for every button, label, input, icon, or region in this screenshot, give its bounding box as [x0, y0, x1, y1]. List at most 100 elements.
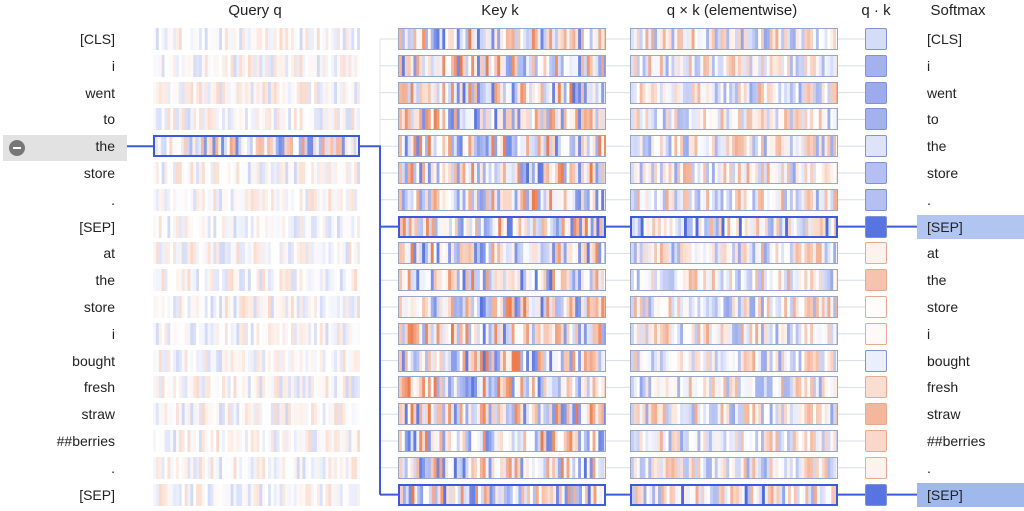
elementwise-product-vector: [630, 54, 838, 77]
key-vector: [398, 296, 606, 318]
elementwise-product-vector: [630, 242, 838, 265]
query-vector: [153, 28, 360, 50]
key-vector: [398, 456, 606, 479]
dot-product-score: [865, 269, 887, 292]
dot-product-score: [865, 135, 887, 158]
query-vector: [153, 403, 360, 426]
key-vector: [398, 135, 606, 158]
key-vector: [398, 322, 606, 345]
dot-product-score: [865, 162, 887, 184]
query-header: Query q: [228, 2, 282, 19]
key-vector: [398, 349, 606, 372]
key-vector: [398, 376, 606, 399]
key-vector: [398, 28, 606, 50]
key-token-label[interactable]: .: [927, 459, 931, 476]
elementwise-product-vector: [630, 349, 838, 372]
query-token-label[interactable]: the: [95, 272, 115, 289]
query-vector: [153, 483, 360, 506]
product-header: q × k (elementwise): [666, 2, 798, 19]
key-token-label[interactable]: bought: [927, 352, 970, 369]
query-token-label[interactable]: i: [111, 57, 115, 74]
key-token-label[interactable]: i: [927, 325, 931, 342]
softmax-weight: [917, 214, 1024, 239]
query-vector: [153, 242, 360, 265]
key-vector: [398, 108, 606, 131]
minus-circle-icon[interactable]: [9, 140, 25, 156]
dot-product-score: [865, 28, 887, 50]
softmax-weight: [917, 482, 1024, 507]
key-token-label[interactable]: [SEP]: [927, 218, 963, 235]
query-vector: [153, 269, 360, 292]
query-token-label[interactable]: fresh: [83, 379, 115, 396]
key-vector: [398, 242, 606, 265]
key-token-label[interactable]: straw: [927, 406, 961, 423]
query-vector: [153, 322, 360, 345]
elementwise-product-vector: [630, 376, 838, 399]
key-token-label[interactable]: [SEP]: [927, 486, 963, 503]
key-vector: [398, 483, 606, 506]
elementwise-product-vector: [630, 456, 838, 479]
elementwise-product-vector: [630, 269, 838, 292]
query-token-label[interactable]: [SEP]: [79, 486, 115, 503]
key-vector: [398, 162, 606, 184]
key-token-label[interactable]: store: [927, 299, 959, 315]
query-token-label[interactable]: .: [111, 191, 115, 208]
key-token-label[interactable]: store: [927, 165, 959, 181]
query-token-label[interactable]: [CLS]: [79, 31, 115, 47]
elementwise-product-vector: [630, 81, 838, 104]
dot-product-score: [865, 188, 887, 211]
dot-product-score: [865, 296, 887, 318]
query-vector: [153, 456, 360, 479]
key-token-label[interactable]: to: [927, 111, 939, 128]
key-vector: [398, 403, 606, 426]
key-vector: [398, 81, 606, 104]
query-token-label[interactable]: i: [111, 325, 115, 342]
query-token-label[interactable]: .: [111, 459, 115, 476]
key-token-label[interactable]: fresh: [927, 379, 959, 396]
elementwise-product-vector: [630, 215, 838, 238]
query-token-label[interactable]: bought: [72, 352, 115, 369]
elementwise-product-vector: [630, 108, 838, 131]
key-token-label[interactable]: at: [927, 245, 939, 262]
query-vector: [153, 430, 360, 452]
key-token-label[interactable]: ##berries: [927, 433, 986, 449]
query-token-label[interactable]: store: [83, 299, 115, 315]
key-token-label[interactable]: [CLS]: [927, 31, 963, 47]
softmax-header: Softmax: [930, 2, 986, 19]
query-token-label[interactable]: [SEP]: [79, 218, 115, 235]
key-token-label[interactable]: went: [927, 84, 957, 101]
dot-product-score: [865, 242, 887, 265]
query-token-label[interactable]: went: [85, 84, 115, 101]
query-vector: [153, 81, 360, 104]
query-token-label[interactable]: to: [103, 111, 115, 128]
query-vector: [153, 188, 360, 211]
dot-product-score: [865, 403, 887, 426]
query-vector: [153, 376, 360, 399]
key-token-label[interactable]: the: [927, 272, 947, 289]
key-token-label[interactable]: .: [927, 191, 931, 208]
elementwise-product-vector: [630, 430, 838, 452]
elementwise-product-vector: [630, 322, 838, 345]
elementwise-product-vector: [630, 188, 838, 211]
key-token-label[interactable]: i: [927, 57, 931, 74]
key-vector: [398, 269, 606, 292]
dot-product-score: [865, 483, 887, 506]
key-vector: [398, 188, 606, 211]
query-token-label[interactable]: straw: [81, 406, 115, 423]
dot-product-header: q · k: [861, 2, 891, 19]
query-token-label[interactable]: ##berries: [56, 433, 115, 449]
dot-product-score: [865, 108, 887, 131]
query-vector: [153, 349, 360, 372]
query-token-label[interactable]: store: [83, 165, 115, 181]
query-token-label[interactable]: at: [103, 245, 115, 262]
dot-product-score: [865, 215, 887, 238]
elementwise-product-vector: [630, 296, 838, 318]
elementwise-product-vector: [630, 483, 838, 506]
key-token-label[interactable]: the: [927, 138, 947, 155]
query-vector: [153, 135, 360, 158]
dot-product-score: [865, 430, 887, 452]
query-vector: [153, 162, 360, 184]
selected-token-label[interactable]: the: [95, 138, 115, 155]
dot-product-score: [865, 322, 887, 345]
key-vector: [398, 54, 606, 77]
